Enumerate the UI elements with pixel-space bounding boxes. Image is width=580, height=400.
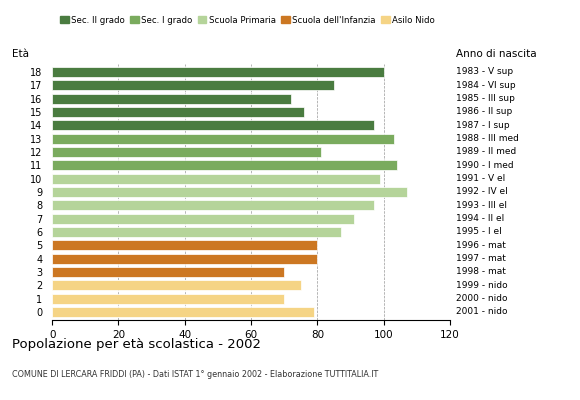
Bar	[52, 67, 383, 77]
Text: 1994 - II el: 1994 - II el	[456, 214, 505, 223]
Bar	[52, 187, 407, 197]
Text: 1997 - mat: 1997 - mat	[456, 254, 506, 263]
Bar	[52, 227, 340, 237]
Text: Anno di nascita: Anno di nascita	[456, 49, 536, 59]
Bar	[52, 107, 304, 117]
Text: 2001 - nido: 2001 - nido	[456, 308, 508, 316]
Bar	[52, 134, 394, 144]
Bar	[52, 174, 380, 184]
Bar	[52, 267, 284, 277]
Text: 1993 - III el: 1993 - III el	[456, 201, 507, 210]
Text: 1992 - IV el: 1992 - IV el	[456, 188, 508, 196]
Text: 1991 - V el: 1991 - V el	[456, 174, 505, 183]
Bar	[52, 120, 374, 130]
Bar	[52, 147, 321, 157]
Text: COMUNE DI LERCARA FRIDDI (PA) - Dati ISTAT 1° gennaio 2002 - Elaborazione TUTTIT: COMUNE DI LERCARA FRIDDI (PA) - Dati IST…	[12, 370, 378, 379]
Text: 1985 - III sup: 1985 - III sup	[456, 94, 515, 103]
Bar	[52, 80, 334, 90]
Text: 1987 - I sup: 1987 - I sup	[456, 121, 510, 130]
Bar	[52, 294, 284, 304]
Bar	[52, 160, 397, 170]
Text: 1984 - VI sup: 1984 - VI sup	[456, 81, 516, 90]
Bar	[52, 200, 374, 210]
Bar	[52, 240, 317, 250]
Text: 1990 - I med: 1990 - I med	[456, 161, 514, 170]
Text: 1996 - mat: 1996 - mat	[456, 241, 506, 250]
Text: 2000 - nido: 2000 - nido	[456, 294, 508, 303]
Text: 1983 - V sup: 1983 - V sup	[456, 68, 513, 76]
Legend: Sec. II grado, Sec. I grado, Scuola Primaria, Scuola dell'Infanzia, Asilo Nido: Sec. II grado, Sec. I grado, Scuola Prim…	[56, 12, 438, 28]
Text: 1988 - III med: 1988 - III med	[456, 134, 519, 143]
Text: 1986 - II sup: 1986 - II sup	[456, 108, 512, 116]
Text: Età: Età	[12, 49, 30, 59]
Text: Popolazione per età scolastica - 2002: Popolazione per età scolastica - 2002	[12, 338, 260, 351]
Text: 1995 - I el: 1995 - I el	[456, 228, 502, 236]
Bar	[52, 307, 314, 317]
Text: 1998 - mat: 1998 - mat	[456, 268, 506, 276]
Text: 1999 - nido: 1999 - nido	[456, 281, 508, 290]
Bar	[52, 280, 301, 290]
Text: 1989 - II med: 1989 - II med	[456, 148, 516, 156]
Bar	[52, 254, 317, 264]
Bar	[52, 214, 354, 224]
Bar	[52, 94, 291, 104]
